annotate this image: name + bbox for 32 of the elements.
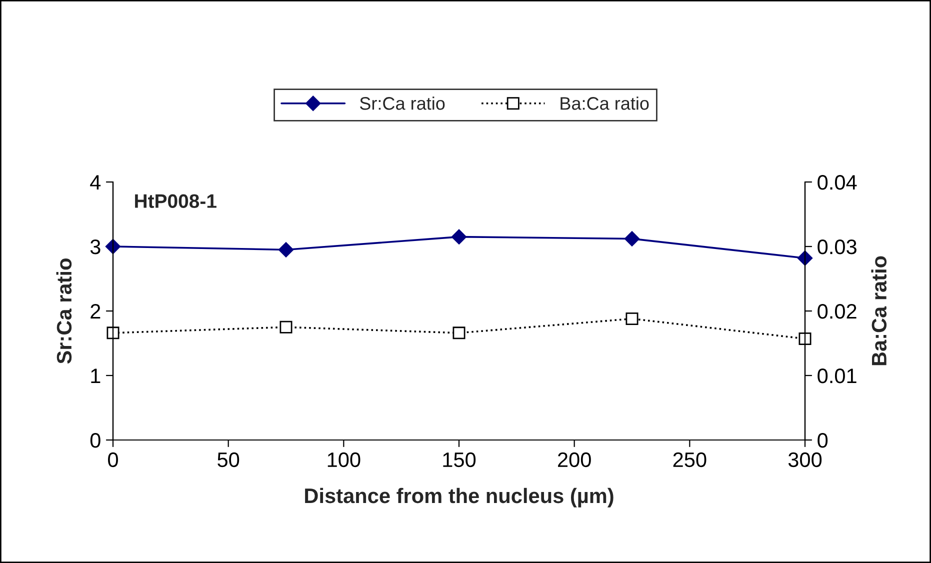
point [624,231,640,246]
y-tick-label: 2 [90,304,100,319]
point [798,332,812,345]
y2-axis-title: Ba:Ca ratio [871,256,887,366]
point [626,312,638,325]
point [105,238,121,254]
legend-label: Sr:Ca ratio [360,96,445,110]
x-tick-label: 150 [443,452,476,468]
y2-tick-label: 0.01 [818,368,856,384]
x-tick-label: 200 [558,452,591,468]
annotation: HtP008-1 [135,194,216,208]
x-axis-title: Distance from the nucleus (µm) [305,488,614,508]
point [452,326,466,340]
point [451,229,467,244]
point [106,326,120,340]
point [280,320,292,334]
y2-tick-label: 0.03 [818,240,856,254]
x-tick-label: 250 [673,452,706,468]
y2-tick-label: 0.04 [818,175,857,190]
x-tick-label: 50 [218,452,240,468]
legend-label: Ba:Ca ratio [560,96,649,110]
x-tick-label: 100 [328,452,360,468]
x-tick-label: 0 [108,452,118,468]
x-tick-label: 300 [788,452,822,468]
y2-tick-label: 0.02 [818,304,856,319]
y-tick-label: 0 [90,433,100,448]
y-axis-title: Sr:Ca ratio [56,258,72,364]
y-tick-label: 1 [91,368,100,384]
y-tick-label: 4 [90,175,101,190]
y-tick-label: 3 [90,240,100,254]
y2-tick-label: 0 [818,433,828,448]
point [278,242,294,258]
